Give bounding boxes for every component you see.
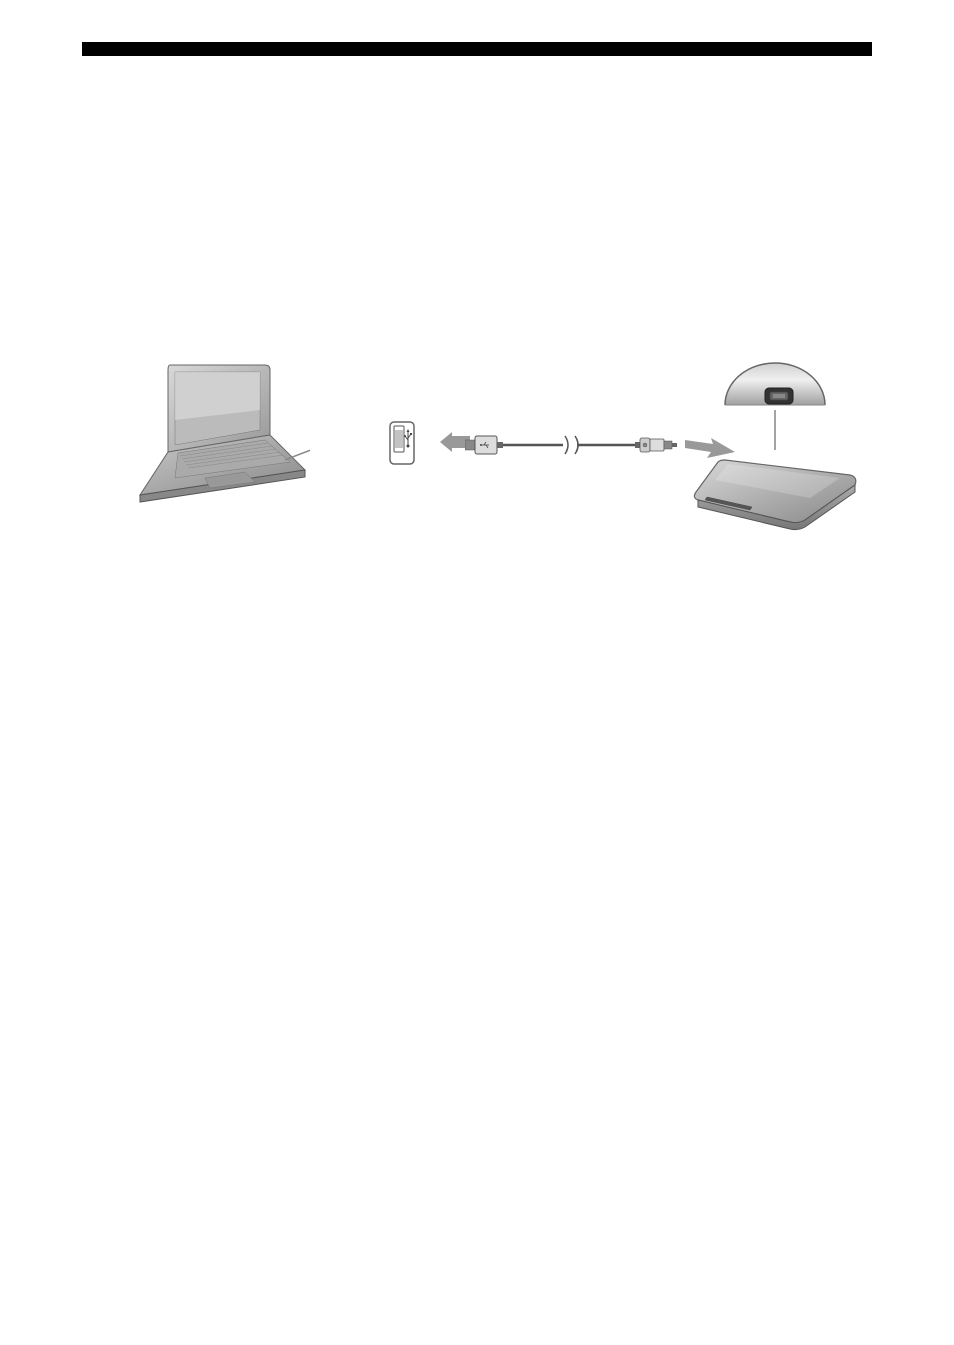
usb-cable-illustration <box>465 430 695 460</box>
header-bar <box>82 42 872 56</box>
device-illustration <box>690 450 860 540</box>
connection-diagram <box>110 360 830 540</box>
device-port-callout <box>715 360 835 450</box>
usb-port-callout <box>388 420 438 470</box>
laptop-illustration <box>110 360 310 510</box>
